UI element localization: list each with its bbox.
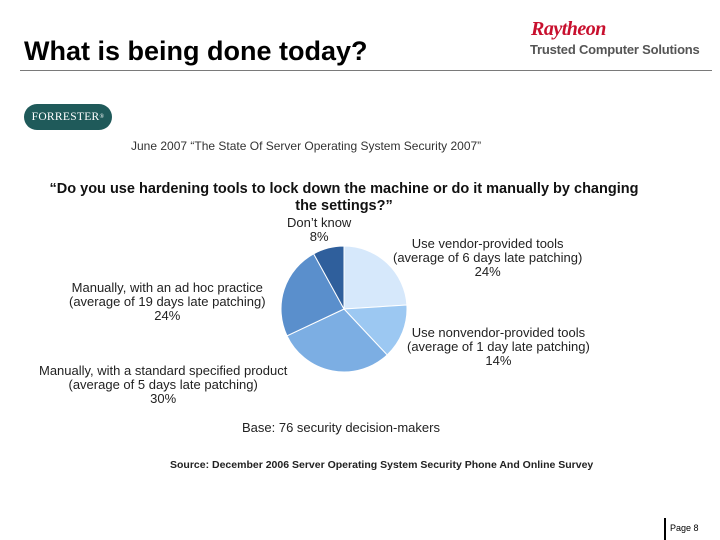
slice-label-vendor: Use vendor-provided tools (average of 6 … <box>393 237 582 279</box>
pie-slice-vendor <box>343 245 408 310</box>
slice-label-text: Use vendor-provided tools <box>411 236 564 251</box>
page-number: Page 8 <box>670 523 699 533</box>
brand-logo: Raytheon Trusted Computer Solutions <box>530 18 700 57</box>
slice-label-text: (average of 6 days late patching) <box>393 250 583 265</box>
brand-tagline: Trusted Computer Solutions <box>530 42 700 57</box>
slice-label-standard-product: Manually, with a standard specified prod… <box>39 364 287 406</box>
pie-slice-nonvendor <box>342 304 408 356</box>
slice-label-text: Manually, with an ad hoc practice <box>71 280 263 295</box>
slice-label-ad-hoc: Manually, with an ad hoc practice (avera… <box>69 281 266 323</box>
slice-label-text: Don’t know <box>287 215 352 230</box>
slice-value-label: 14% <box>485 353 512 368</box>
slice-label-text: (average of 1 day late patching) <box>407 339 590 354</box>
slice-label-text: Manually, with a standard specified prod… <box>39 363 288 378</box>
forrester-logo-text: FORRESTER <box>31 111 100 123</box>
slice-value-label: 24% <box>474 264 501 279</box>
slice-label-nonvendor: Use nonvendor-provided tools (average of… <box>407 326 590 368</box>
forrester-logo: FORRESTER ® <box>24 104 112 130</box>
slice-label-text: Use nonvendor-provided tools <box>411 325 586 340</box>
slide-title: What is being done today? <box>24 36 368 66</box>
pie-slice-standard-product <box>286 308 388 373</box>
pie-slice-dont-know <box>312 245 345 310</box>
source-line: June 2007 “The State Of Server Operating… <box>131 139 482 153</box>
brand-name: Raytheon <box>531 18 606 40</box>
slice-value-label: 8% <box>309 229 329 244</box>
slice-label-dont-know: Don’t know 8% <box>287 216 351 244</box>
slice-value-label: 30% <box>150 391 177 406</box>
title-divider <box>20 70 712 71</box>
chart-source-note: Source: December 2006 Server Operating S… <box>170 459 594 471</box>
pie-slice-ad-hoc <box>280 253 345 337</box>
chart-base-note: Base: 76 security decision-makers <box>242 420 440 435</box>
slice-value-label: 24% <box>154 308 181 323</box>
chart-title: “Do you use hardening tools to lock down… <box>49 181 639 214</box>
page-divider <box>664 518 666 540</box>
slice-label-text: (average of 19 days late patching) <box>69 294 266 309</box>
slice-label-text: (average of 5 days late patching) <box>68 377 258 392</box>
pie-slices <box>280 245 408 373</box>
